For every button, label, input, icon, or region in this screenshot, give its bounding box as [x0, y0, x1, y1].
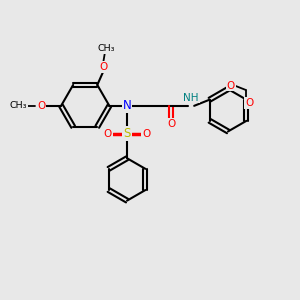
Text: N: N	[123, 99, 131, 112]
Text: O: O	[37, 101, 46, 111]
Text: O: O	[167, 119, 175, 129]
Text: CH₃: CH₃	[10, 101, 27, 110]
Text: O: O	[227, 80, 235, 91]
Text: NH: NH	[184, 93, 199, 103]
Text: S: S	[123, 127, 131, 140]
Text: O: O	[142, 129, 150, 139]
Text: O: O	[245, 98, 254, 108]
Text: O: O	[104, 129, 112, 139]
Text: CH₃: CH₃	[98, 44, 115, 53]
Text: O: O	[99, 62, 107, 72]
